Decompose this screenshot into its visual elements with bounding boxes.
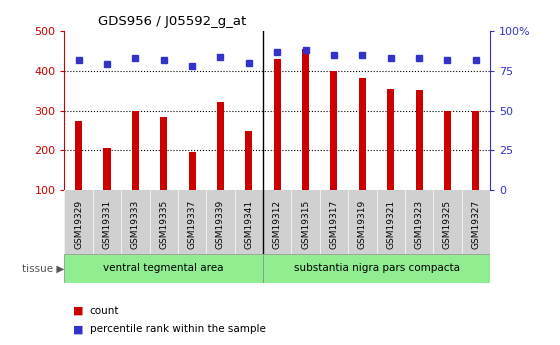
Text: GSM19321: GSM19321	[386, 200, 395, 249]
Text: percentile rank within the sample: percentile rank within the sample	[90, 325, 265, 334]
Bar	[64, 254, 263, 283]
Text: count: count	[90, 306, 119, 315]
Bar	[359, 78, 366, 190]
Bar	[330, 71, 338, 190]
Text: GSM19323: GSM19323	[414, 200, 423, 249]
Bar	[245, 131, 253, 190]
Text: tissue ▶: tissue ▶	[22, 264, 64, 274]
Text: GSM19319: GSM19319	[358, 200, 367, 249]
Text: GSM19315: GSM19315	[301, 200, 310, 249]
Text: substantia nigra pars compacta: substantia nigra pars compacta	[293, 264, 460, 274]
Bar	[387, 89, 394, 190]
Text: GSM19335: GSM19335	[159, 200, 168, 249]
Text: GSM19329: GSM19329	[74, 200, 83, 249]
Text: GDS956 / J05592_g_at: GDS956 / J05592_g_at	[99, 16, 247, 29]
Text: GSM19331: GSM19331	[102, 200, 111, 249]
Text: GSM19341: GSM19341	[244, 200, 253, 249]
Text: GSM19312: GSM19312	[273, 200, 282, 249]
Text: ■: ■	[73, 306, 83, 315]
Text: GSM19333: GSM19333	[131, 200, 140, 249]
Bar	[160, 117, 167, 190]
Bar	[132, 111, 139, 190]
Bar	[444, 111, 451, 190]
Bar	[104, 148, 110, 190]
Bar	[189, 152, 195, 190]
Bar	[274, 59, 281, 190]
Bar	[263, 254, 490, 283]
Bar	[75, 121, 82, 190]
Bar	[472, 111, 479, 190]
Bar	[302, 49, 309, 190]
Text: GSM19317: GSM19317	[329, 200, 338, 249]
Text: GSM19337: GSM19337	[188, 200, 197, 249]
Bar	[217, 102, 224, 190]
Text: GSM19325: GSM19325	[443, 200, 452, 249]
Text: ■: ■	[73, 325, 83, 334]
Text: GSM19327: GSM19327	[472, 200, 480, 249]
Text: ventral tegmental area: ventral tegmental area	[104, 264, 224, 274]
Text: GSM19339: GSM19339	[216, 200, 225, 249]
Bar	[416, 90, 423, 190]
